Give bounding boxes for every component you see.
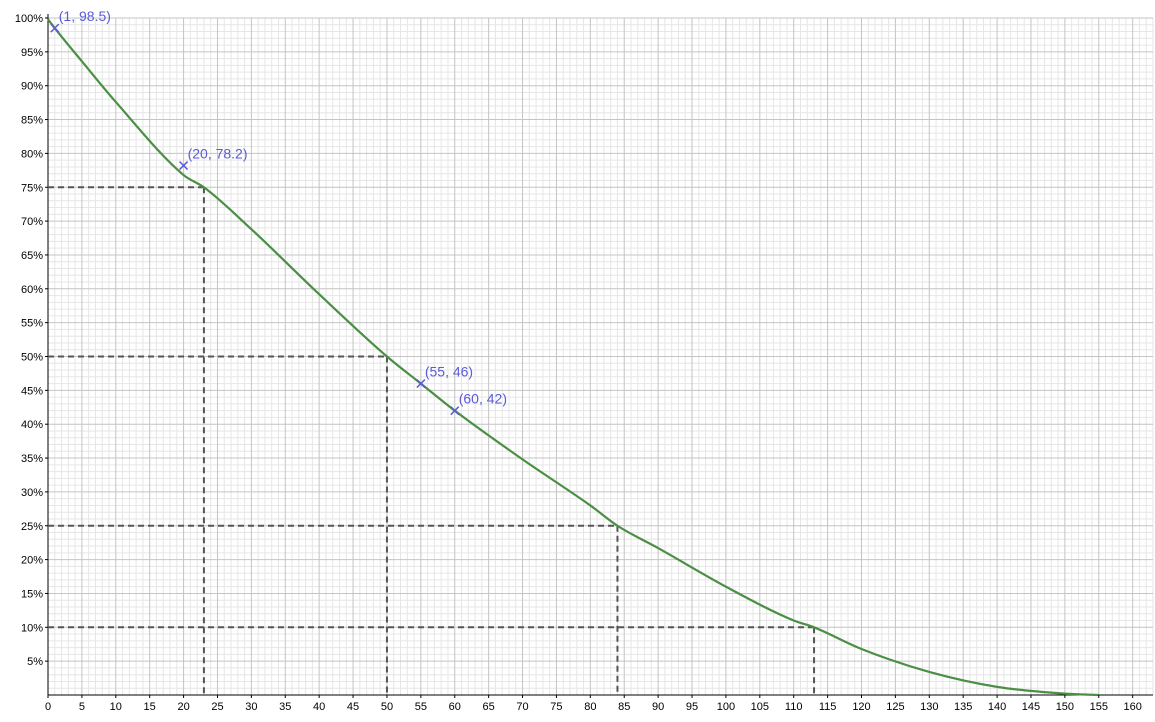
x-tick-label: 155	[1090, 701, 1108, 713]
x-tick-labels: 0 5 10 15 20 25 30 35 40 45 50 55 60 65 70 75 80 85 90 95 10…	[45, 695, 1142, 713]
y-tick-label: 10%	[21, 622, 43, 634]
y-tick-label: 95%	[21, 47, 43, 59]
data-point	[450, 406, 460, 416]
x-tick-label: 5	[79, 701, 85, 713]
x-tick-label: 25	[211, 701, 223, 713]
data-point	[50, 23, 60, 33]
y-tick-label: 80%	[21, 148, 43, 160]
y-tick-label: 100%	[15, 13, 43, 25]
point-label: (20, 78.2)	[188, 146, 248, 162]
x-tick-label: 55	[415, 701, 427, 713]
x-tick-label: 160	[1123, 701, 1141, 713]
x-tick-label: 10	[110, 701, 122, 713]
y-tick-label: 15%	[21, 588, 43, 600]
point-markers: (1, 98.5) (20, 78.2) (55, 46) (60, 42)	[50, 8, 507, 416]
data-point	[179, 161, 189, 171]
x-tick-label: 125	[886, 701, 904, 713]
point-label: (55, 46)	[425, 364, 473, 380]
x-tick-label: 50	[381, 701, 393, 713]
y-tick-label: 5%	[27, 656, 43, 668]
y-tick-label: 55%	[21, 318, 43, 330]
x-tick-label: 120	[852, 701, 870, 713]
x-tick-label: 105	[751, 701, 769, 713]
x-tick-label: 90	[652, 701, 664, 713]
x-tick-label: 110	[785, 701, 803, 713]
x-tick-label: 60	[449, 701, 461, 713]
x-tick-label: 45	[347, 701, 359, 713]
y-tick-label: 65%	[21, 250, 43, 262]
y-tick-label: 20%	[21, 555, 43, 567]
y-tick-label: 25%	[21, 521, 43, 533]
series-line	[47, 18, 1099, 697]
x-tick-label: 145	[1022, 701, 1040, 713]
y-tick-label: 35%	[21, 453, 43, 465]
x-tick-label: 80	[584, 701, 596, 713]
point-marker-stroke	[50, 23, 60, 33]
x-tick-label: 100	[717, 701, 735, 713]
x-tick-label: 70	[516, 701, 528, 713]
point-marker-stroke	[416, 379, 426, 389]
axes	[47, 14, 1153, 696]
x-tick-label: 30	[245, 701, 257, 713]
x-tick-label: 20	[177, 701, 189, 713]
x-tick-label: 130	[920, 701, 938, 713]
point-marker-stroke	[179, 161, 189, 171]
x-tick-label: 75	[550, 701, 562, 713]
series-layer	[47, 18, 1099, 697]
guide-lines	[48, 186, 816, 695]
point-marker-stroke	[450, 406, 460, 416]
x-tick-label: 40	[313, 701, 325, 713]
y-tick-label: 30%	[21, 487, 43, 499]
y-tick-label: 50%	[21, 352, 43, 364]
y-tick-label: 40%	[21, 419, 43, 431]
x-tick-label: 115	[819, 701, 837, 713]
y-tick-label: 45%	[21, 385, 43, 397]
y-tick-label: 60%	[21, 284, 43, 296]
point-label: (1, 98.5)	[59, 8, 111, 24]
x-tick-label: 35	[279, 701, 291, 713]
x-tick-label: 95	[686, 701, 698, 713]
x-tick-label: 140	[988, 701, 1006, 713]
data-point	[416, 379, 426, 389]
x-tick-label: 15	[144, 701, 156, 713]
y-tick-label: 75%	[21, 182, 43, 194]
x-tick-label: 135	[954, 701, 972, 713]
y-tick-labels: 5% 10% 15% 20% 25% 30% 35% 40% 45% 50% 55% 60% 65% 70…	[15, 13, 48, 668]
x-tick-label: 150	[1056, 701, 1074, 713]
y-tick-label: 85%	[21, 115, 43, 127]
y-tick-label: 90%	[21, 81, 43, 93]
point-label: (60, 42)	[459, 391, 507, 407]
x-tick-label: 85	[618, 701, 630, 713]
x-tick-label: 65	[483, 701, 495, 713]
y-tick-label: 70%	[21, 216, 43, 228]
x-tick-label: 0	[45, 701, 51, 713]
